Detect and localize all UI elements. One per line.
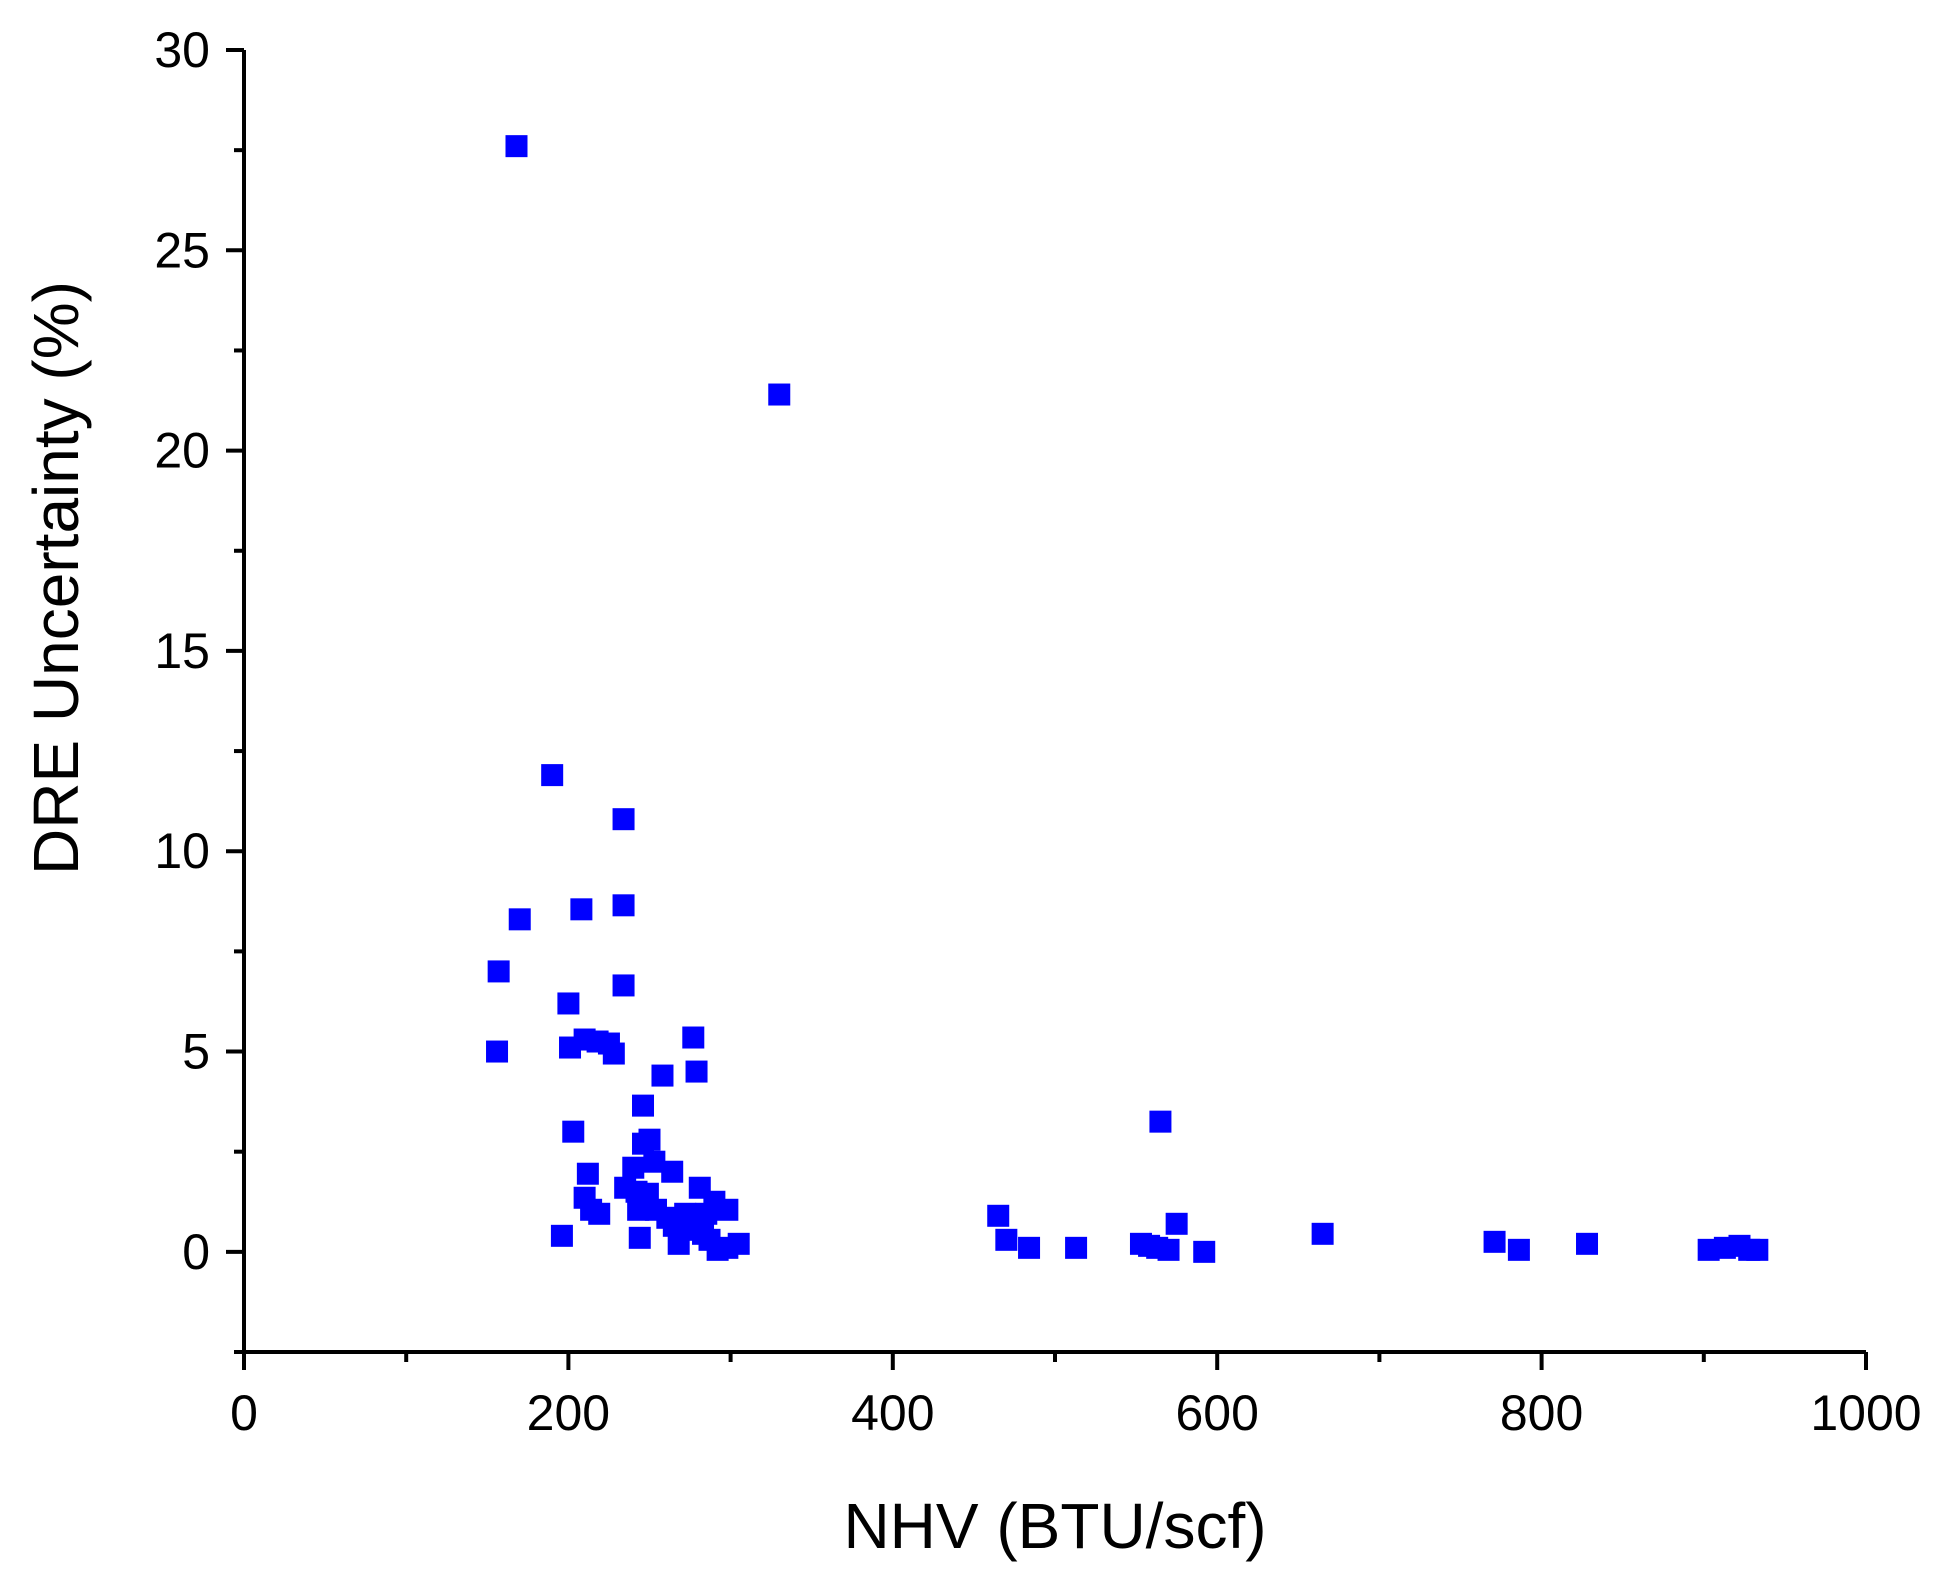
data-point bbox=[1165, 1212, 1188, 1235]
data-point bbox=[486, 1040, 509, 1063]
data-point bbox=[1018, 1236, 1041, 1259]
data-point bbox=[602, 1042, 625, 1065]
data-point bbox=[685, 1060, 708, 1083]
x-tick-label: 1000 bbox=[1810, 1385, 1921, 1441]
x-axis-title: NHV (BTU/scf) bbox=[843, 1490, 1266, 1562]
data-point bbox=[557, 992, 580, 1015]
y-tick-label: 0 bbox=[182, 1224, 210, 1280]
y-tick-label: 15 bbox=[154, 623, 210, 679]
data-point bbox=[1157, 1238, 1180, 1261]
data-point bbox=[622, 1156, 645, 1179]
y-axis-title: DRE Uncertainty (%) bbox=[20, 281, 92, 875]
data-point bbox=[727, 1232, 750, 1255]
y-tick-label: 25 bbox=[154, 222, 210, 278]
y-tick-label: 10 bbox=[154, 823, 210, 879]
data-point bbox=[508, 908, 531, 931]
data-point bbox=[588, 1202, 611, 1225]
data-point bbox=[987, 1204, 1010, 1227]
data-point bbox=[667, 1232, 690, 1255]
data-point bbox=[541, 764, 564, 787]
data-point bbox=[487, 960, 510, 983]
data-point bbox=[612, 894, 635, 917]
data-point bbox=[550, 1224, 573, 1247]
data-point bbox=[768, 383, 791, 406]
data-point bbox=[505, 135, 528, 158]
x-tick-label: 0 bbox=[230, 1385, 258, 1441]
data-point bbox=[570, 898, 593, 921]
data-point bbox=[1746, 1238, 1769, 1261]
y-tick-label: 20 bbox=[154, 423, 210, 479]
data-points bbox=[486, 135, 1769, 1263]
y-ticks: 0 5 10 15 20 25 30 bbox=[154, 22, 244, 1354]
x-tick-label: 800 bbox=[1500, 1385, 1583, 1441]
y-tick-label: 30 bbox=[154, 22, 210, 78]
x-tick-label: 400 bbox=[851, 1385, 934, 1441]
data-point bbox=[627, 1198, 650, 1221]
data-point bbox=[1507, 1238, 1530, 1261]
data-point bbox=[628, 1226, 651, 1249]
data-point bbox=[651, 1064, 674, 1087]
axes bbox=[242, 50, 1866, 1354]
y-tick-label: 5 bbox=[182, 1024, 210, 1080]
data-point bbox=[612, 808, 635, 831]
data-point bbox=[632, 1094, 655, 1117]
x-ticks: 0 200 400 600 800 1000 bbox=[230, 1352, 1922, 1441]
data-point bbox=[612, 974, 635, 997]
data-point bbox=[643, 1150, 666, 1173]
data-point bbox=[1065, 1236, 1088, 1259]
data-point bbox=[1576, 1232, 1599, 1255]
x-tick-label: 200 bbox=[527, 1385, 610, 1441]
data-point bbox=[562, 1120, 585, 1143]
data-point bbox=[576, 1162, 599, 1185]
data-point bbox=[1483, 1230, 1506, 1253]
x-tick-label: 600 bbox=[1175, 1385, 1258, 1441]
data-point bbox=[1193, 1240, 1216, 1263]
data-point bbox=[716, 1198, 739, 1221]
data-point bbox=[661, 1160, 684, 1183]
data-point bbox=[1149, 1110, 1172, 1133]
data-point bbox=[632, 1132, 655, 1155]
data-point bbox=[682, 1026, 705, 1049]
data-point bbox=[1311, 1222, 1334, 1245]
data-point bbox=[995, 1228, 1018, 1251]
